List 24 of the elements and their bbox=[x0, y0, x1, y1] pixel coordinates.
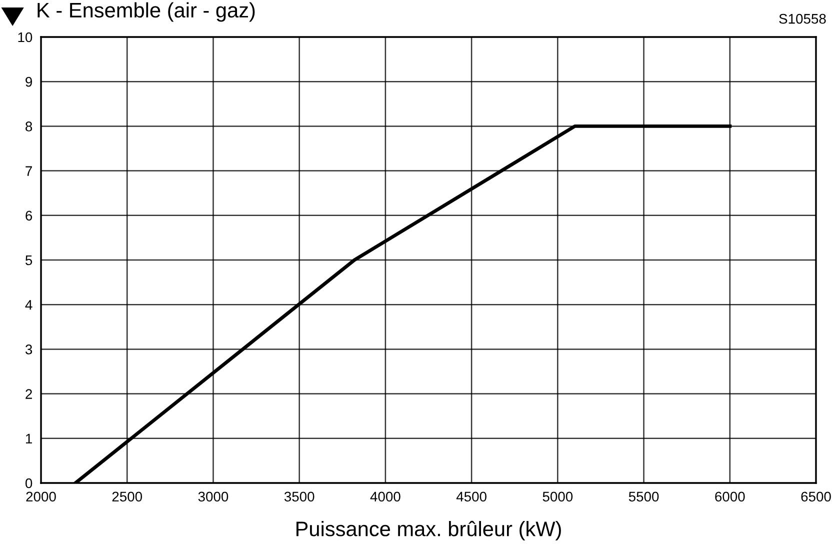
text: S10558 bbox=[779, 14, 826, 24]
y-tick-label: 10 bbox=[18, 32, 32, 42]
x-tick-label: 6500 bbox=[801, 492, 831, 502]
x-tick-label: 4000 bbox=[370, 492, 400, 502]
x-tick-label: 2500 bbox=[112, 492, 142, 502]
x-tick-label: 6000 bbox=[715, 492, 745, 502]
y-tick-label: 7 bbox=[26, 166, 32, 176]
y-tick-label: 9 bbox=[26, 76, 32, 87]
chart-title: K - Ensemble (air - gaz) bbox=[38, 2, 255, 22]
y-tick-label: 1 bbox=[26, 434, 32, 444]
y-tick-label: 2 bbox=[26, 389, 32, 399]
x-tick-label: 5000 bbox=[542, 492, 573, 502]
y-tick-label: 3 bbox=[25, 344, 32, 354]
y-tick-label: 5 bbox=[26, 255, 32, 266]
y-tick-label: 4 bbox=[25, 300, 32, 310]
y-tick-label: 6 bbox=[26, 210, 32, 221]
x-tick-label: 4500 bbox=[456, 492, 486, 502]
x-axis-title: Puissance max. brûleur (kW) bbox=[296, 520, 561, 540]
y-tick-label: 8 bbox=[26, 122, 32, 132]
x-tick-label: 3500 bbox=[284, 492, 314, 502]
x-tick-label: 3000 bbox=[198, 492, 228, 502]
x-tick-label: 5500 bbox=[628, 492, 659, 502]
y-tick-label: 0 bbox=[25, 478, 32, 488]
x-tick-label: 2000 bbox=[26, 492, 56, 502]
